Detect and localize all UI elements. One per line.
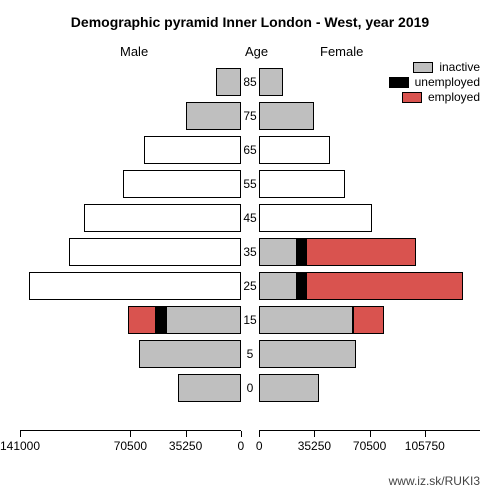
bar-segment-inactive — [259, 68, 282, 96]
male-bar-row — [20, 306, 241, 334]
bar-segment-inactive — [259, 374, 319, 402]
female-bar-row — [259, 204, 480, 232]
bar-segment-blank — [144, 136, 241, 164]
chart-title: Demographic pyramid Inner London - West,… — [0, 14, 500, 30]
bar-segment-employed — [353, 306, 384, 334]
x-tick-label: 35250 — [298, 439, 331, 453]
bar-segment-blank — [259, 204, 372, 232]
x-tick-mark — [20, 431, 21, 437]
bar-segment-blank — [259, 136, 329, 164]
x-tick-label: 0 — [237, 439, 244, 453]
x-tick-mark — [370, 431, 371, 437]
bar-segment-inactive — [166, 306, 241, 334]
x-axis: 14100070500352500 03525070500105750 — [20, 430, 480, 460]
x-tick-label: 70500 — [114, 439, 147, 453]
bar-segment-unemployed — [297, 272, 306, 300]
x-tick-label: 141000 — [0, 439, 40, 453]
x-tick-label: 0 — [256, 439, 263, 453]
male-bar-row — [20, 238, 241, 266]
bar-segment-blank — [259, 170, 345, 198]
female-bar-row — [259, 374, 480, 402]
female-bar-row — [259, 238, 480, 266]
pyramid-chart: 857565554535251550 — [20, 60, 480, 430]
male-bar-row — [20, 340, 241, 368]
female-side — [259, 68, 480, 430]
bar-segment-employed — [306, 238, 416, 266]
bar-segment-unemployed — [156, 306, 165, 334]
x-axis-male: 14100070500352500 — [20, 430, 241, 431]
x-tick-mark — [314, 431, 315, 437]
age-axis: 857565554535251550 — [241, 68, 259, 430]
bar-segment-unemployed — [297, 238, 306, 266]
x-tick-mark — [259, 431, 260, 437]
bar-segment-inactive — [139, 340, 241, 368]
x-tick-mark — [186, 431, 187, 437]
col-header-male: Male — [120, 44, 148, 59]
x-tick-mark — [241, 431, 242, 437]
female-bar-row — [259, 306, 480, 334]
col-header-age: Age — [245, 44, 268, 59]
male-bar-row — [20, 68, 241, 96]
male-bar-row — [20, 272, 241, 300]
col-header-female: Female — [320, 44, 363, 59]
bar-segment-blank — [29, 272, 240, 300]
x-tick-mark — [130, 431, 131, 437]
female-bar-row — [259, 272, 480, 300]
female-bar-row — [259, 170, 480, 198]
bar-segment-blank — [123, 170, 240, 198]
male-bar-row — [20, 102, 241, 130]
female-bar-row — [259, 68, 480, 96]
bar-segment-inactive — [259, 272, 297, 300]
x-tick-label: 35250 — [169, 439, 202, 453]
female-bar-row — [259, 136, 480, 164]
x-tick-label: 105750 — [405, 439, 445, 453]
x-tick-mark — [425, 431, 426, 437]
bar-segment-employed — [306, 272, 463, 300]
bar-segment-inactive — [259, 340, 356, 368]
bar-segment-inactive — [259, 306, 353, 334]
bar-segment-blank — [69, 238, 241, 266]
bar-segment-inactive — [259, 102, 314, 130]
footer-source: www.iz.sk/RUKI3 — [389, 474, 480, 488]
female-bar-row — [259, 102, 480, 130]
male-bar-row — [20, 136, 241, 164]
male-side — [20, 68, 241, 430]
x-tick-label: 70500 — [353, 439, 386, 453]
bar-segment-inactive — [259, 238, 297, 266]
male-bar-row — [20, 204, 241, 232]
bar-segment-inactive — [186, 102, 241, 130]
bar-segment-blank — [84, 204, 241, 232]
female-bar-row — [259, 340, 480, 368]
bar-segment-employed — [128, 306, 156, 334]
bar-segment-inactive — [178, 374, 241, 402]
male-bar-row — [20, 170, 241, 198]
male-bar-row — [20, 374, 241, 402]
x-axis-female: 03525070500105750 — [259, 430, 480, 431]
